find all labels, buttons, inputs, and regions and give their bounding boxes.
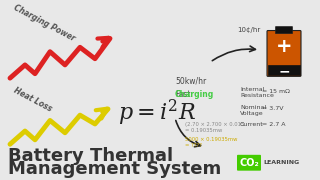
Text: Heat Loss: Heat Loss [12, 86, 53, 114]
Text: CO₂: CO₂ [239, 158, 259, 168]
FancyBboxPatch shape [237, 155, 261, 171]
Bar [268, 65, 300, 75]
Text: Charging: Charging [175, 91, 214, 100]
Text: 5000 × 0.19035mw
= ????: 5000 × 0.19035mw = ???? [185, 137, 237, 148]
Text: +: + [276, 37, 292, 56]
Text: Internal
Resistance: Internal Resistance [240, 87, 274, 98]
Text: Battery Thermal: Battery Thermal [8, 147, 173, 165]
FancyBboxPatch shape [276, 27, 292, 34]
Text: Nominal
Voltage: Nominal Voltage [240, 105, 266, 116]
Text: 50kw/hr
Fast: 50kw/hr Fast [175, 76, 206, 99]
Text: LEARNING: LEARNING [263, 160, 299, 165]
Text: −: − [278, 64, 290, 78]
Text: = 3.7V: = 3.7V [262, 106, 284, 111]
FancyBboxPatch shape [267, 31, 301, 76]
Text: Charging Power: Charging Power [12, 3, 76, 43]
Text: (2.70 × 2.700 × 0.015
= 0.19035mw: (2.70 × 2.700 × 0.015 = 0.19035mw [185, 122, 244, 133]
Text: = 2.7 A: = 2.7 A [262, 122, 285, 127]
Text: Current: Current [240, 122, 264, 127]
Text: = 15 mΩ: = 15 mΩ [262, 89, 290, 94]
Text: Management System: Management System [8, 160, 221, 178]
Text: $p = i^2R$: $p = i^2R$ [118, 98, 196, 129]
Text: 10¢/hr: 10¢/hr [237, 27, 260, 33]
